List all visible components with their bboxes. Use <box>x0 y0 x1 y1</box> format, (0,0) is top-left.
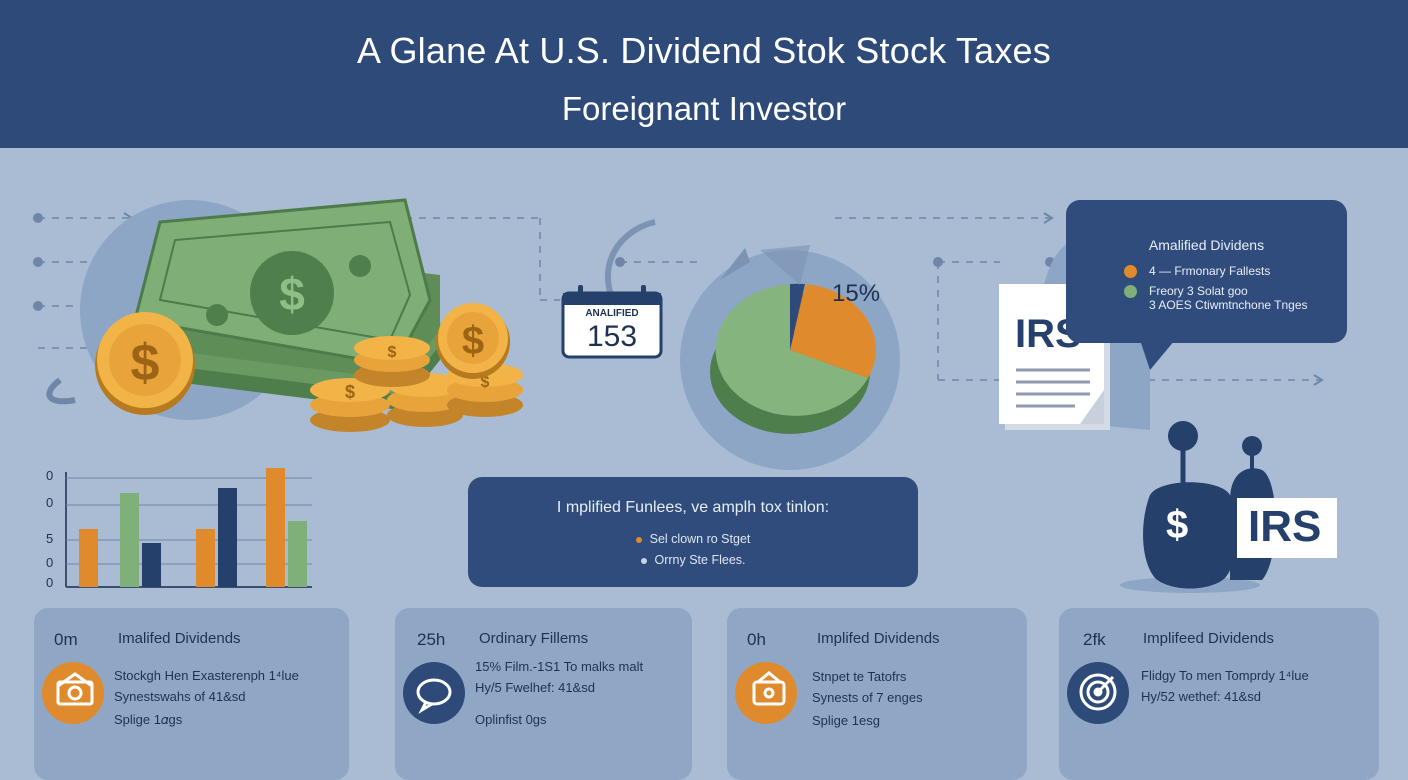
y-tick: 0 <box>46 468 54 483</box>
svg-text:$: $ <box>131 334 160 392</box>
y-tick: 5 <box>46 531 54 546</box>
pie-chart-graphic <box>710 245 876 434</box>
legend-bubble: Amalified Dividens 4 — Frmonary Fallests… <box>1066 200 1347 343</box>
curved-arrow-left <box>46 377 76 405</box>
money-bag-irs-icon <box>1120 421 1337 593</box>
bullet-dot <box>640 557 647 564</box>
card-number: 0m <box>54 630 78 649</box>
legend-item-label: Freory 3 Solat goo <box>1149 284 1248 298</box>
card-number: 25h <box>417 630 446 649</box>
legend-dot <box>1124 284 1137 298</box>
calendar-number: 153 <box>586 320 638 353</box>
y-tick: 0 <box>46 555 54 570</box>
card-title: Implifeed Dividends <box>1143 630 1274 647</box>
legend-dot <box>1124 264 1137 278</box>
card-line: Hy/5 Fwelhef: 41&sd <box>475 680 595 695</box>
chat-bubble-icon-badge <box>403 662 465 724</box>
info-card: 0h Implifed Dividends Stnpet te Tatofrs … <box>727 608 1027 780</box>
card-title: Ordinary Fillems <box>479 630 589 647</box>
pie-percent-label: 15% <box>832 280 881 307</box>
card-line: Oplinfist 0gs <box>475 712 547 727</box>
card-number: 2fk <box>1083 630 1106 649</box>
info-box-title: I mplified Funlees, ve amplh tox tinlon: <box>556 499 830 516</box>
svg-text:$: $ <box>279 268 305 320</box>
legend-item-label: 3 AOES Ctiwmtnchone Tnges <box>1149 298 1308 312</box>
legend-item: 4 — Frmonary Fallests <box>1124 264 1270 278</box>
card-line: Stnpet te Tatofrs <box>812 669 907 684</box>
legend-item: Freory 3 Solat goo <box>1124 284 1248 298</box>
card-line: 15% Film.-1S1 To malks malt <box>475 659 644 674</box>
info-card: 25h Ordinary Fillems 15% Film.-1S1 To ma… <box>395 608 692 780</box>
card-line: Splige 1𝛼gs <box>114 712 183 727</box>
page-subtitle: Foreignant Investor <box>561 90 847 127</box>
info-card: 0m Imalifed Dividends Stockgh Hen Exaste… <box>34 608 349 780</box>
legend-item: 3 AOES Ctiwmtnchone Tnges <box>1149 298 1308 312</box>
chat-bubble-icon <box>416 678 452 714</box>
wallet-icon <box>752 671 786 706</box>
legend-title: Amalified Dividens <box>1148 237 1265 253</box>
svg-text:$: $ <box>462 319 484 363</box>
card-line: Flidgy To men Tomprdy 1⁴lue <box>1141 668 1309 683</box>
card-title: Implifed Dividends <box>817 630 940 647</box>
card-line: Synestswahs of 41&sd <box>114 689 246 704</box>
info-box-item-label: Orrny Ste Flees. <box>654 553 746 567</box>
money-envelope-icon <box>56 672 94 706</box>
info-box: I mplified Funlees, ve amplh tox tinlon:… <box>468 477 918 587</box>
calendar-label: ANALIFIED <box>585 308 639 319</box>
card-line: Hy/52 wethef: 41&sd <box>1141 689 1261 704</box>
header-banner: A Glane At U.S. Dividend Stok Stock Taxe… <box>0 0 1408 148</box>
page-title: A Glane At U.S. Dividend Stok Stock Taxe… <box>357 30 1051 71</box>
info-box-item: Orrny Ste Flees. <box>468 553 918 567</box>
money-bag-irs-label: IRS <box>1248 502 1322 551</box>
card-line: Synests of 7 enges <box>812 690 923 705</box>
info-box-item-label: Sel clown ro Stget <box>649 532 751 546</box>
money-envelope-icon-badge <box>42 662 104 724</box>
card-number: 0h <box>747 630 766 649</box>
card-title: Imalifed Dividends <box>118 630 241 647</box>
legend-item-label: 4 — Frmonary Fallests <box>1149 264 1271 278</box>
y-tick: 0 <box>46 575 54 590</box>
svg-text:$: $ <box>481 374 490 391</box>
bar-chart-graphic <box>65 468 312 588</box>
bullet-dot <box>635 536 642 543</box>
target-icon <box>1079 673 1117 711</box>
gold-coins-icon: $ $ $ $ $ <box>95 303 523 432</box>
info-card: 2fk Implifeed Dividends Flidgy To men To… <box>1059 608 1379 780</box>
calendar-icon <box>561 285 663 359</box>
y-tick: 0 <box>46 495 54 510</box>
card-line: Splige 1esg <box>812 713 880 728</box>
info-box-item: Sel clown ro Stget <box>468 532 918 546</box>
svg-text:$: $ <box>345 382 355 402</box>
svg-text:$: $ <box>388 344 397 361</box>
speech-bubble-tail <box>1140 340 1175 370</box>
money-bag-dollar: $ <box>1166 503 1189 547</box>
card-line: Stockgh Hen Exasterenph 1⁴lue <box>114 668 299 683</box>
illustration-scene: $ $ $ $ $ $ <box>33 198 1337 714</box>
